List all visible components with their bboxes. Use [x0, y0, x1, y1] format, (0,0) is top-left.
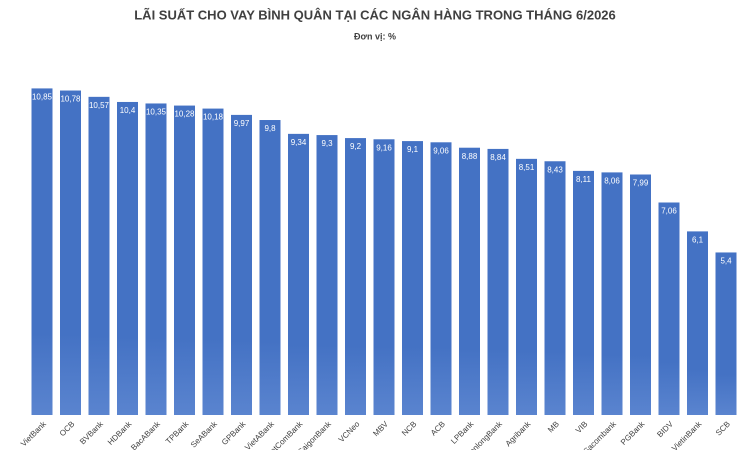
value-label: 9,2	[350, 142, 362, 151]
bar	[687, 231, 708, 415]
value-label: 5,4	[720, 257, 732, 266]
value-label: 9,34	[291, 138, 307, 147]
value-label: 9,1	[407, 145, 419, 154]
bar	[430, 142, 452, 415]
x-tick-label: Sacombank	[582, 419, 619, 450]
value-label: 10,57	[89, 101, 110, 110]
bar	[516, 158, 537, 415]
bar	[345, 138, 366, 415]
x-tick-label: LPBank	[449, 419, 476, 446]
value-label: 9,16	[376, 143, 392, 152]
bar	[31, 88, 53, 415]
x-tick-label: GPBank	[220, 419, 248, 447]
x-tick-label: SCB	[714, 420, 732, 438]
value-label: 8,43	[547, 165, 563, 174]
value-label: 8,88	[462, 152, 478, 161]
bar	[202, 108, 224, 415]
value-label: 7,06	[661, 207, 677, 216]
value-label: 10,85	[32, 93, 53, 102]
x-tick-label: VietinBank	[670, 419, 704, 450]
value-label: 9,06	[433, 146, 449, 155]
bar	[459, 147, 480, 415]
bar	[544, 161, 566, 415]
chart-subtitle: Đơn vị: %	[354, 31, 396, 41]
x-tick-label: HDBank	[106, 419, 134, 447]
value-label: 10,28	[174, 110, 195, 119]
value-label: 8,06	[604, 177, 620, 186]
value-label: 8,51	[519, 163, 535, 172]
bar	[316, 135, 338, 415]
bar	[373, 139, 395, 415]
x-tick-label: PGBank	[619, 419, 647, 447]
value-label: 10,78	[60, 95, 81, 104]
value-label: 8,11	[576, 175, 592, 184]
x-tick-label: BVBank	[78, 419, 106, 447]
bar	[117, 101, 138, 416]
x-tick-label: BIDV	[655, 419, 675, 439]
bar	[88, 96, 110, 415]
bar	[487, 148, 509, 415]
x-tick-label: VIB	[574, 420, 589, 435]
bar	[145, 103, 167, 415]
x-tick-label: MBV	[371, 419, 390, 438]
bar	[715, 252, 737, 415]
x-tick-label: VCNeo	[337, 419, 362, 444]
x-tick-label: ACB	[429, 420, 447, 438]
x-tick-label: TPBank	[164, 419, 191, 446]
bar	[60, 90, 81, 415]
bar	[630, 174, 651, 415]
x-tick-label: VietBank	[19, 419, 49, 449]
bar	[658, 202, 680, 415]
value-label: 9,3	[321, 139, 333, 148]
value-label: 9,97	[234, 119, 250, 128]
value-label: 6,1	[692, 235, 704, 244]
bar	[402, 141, 423, 415]
value-label: 8,84	[490, 153, 506, 162]
bar	[259, 120, 281, 416]
bar	[573, 170, 594, 415]
value-label: 9,8	[264, 124, 276, 133]
value-label: 7,99	[633, 179, 649, 188]
x-tick-label: OCB	[58, 420, 77, 439]
value-label: 10,18	[203, 113, 224, 122]
value-label: 10,4	[120, 106, 136, 115]
x-tick-label: Agribank	[504, 419, 533, 448]
x-tick-label: MB	[546, 420, 561, 435]
bar	[601, 172, 623, 415]
chart-title: LÃI SUẤT CHO VAY BÌNH QUÂN TẠI CÁC NGÂN …	[134, 7, 616, 22]
bar	[288, 133, 309, 415]
bar	[231, 114, 252, 415]
value-label: 10,35	[146, 108, 167, 117]
x-tick-label: SeABank	[189, 419, 220, 450]
x-tick-label: NCB	[400, 420, 418, 438]
x-tick-label: BacABank	[129, 419, 162, 450]
bar	[174, 105, 195, 416]
